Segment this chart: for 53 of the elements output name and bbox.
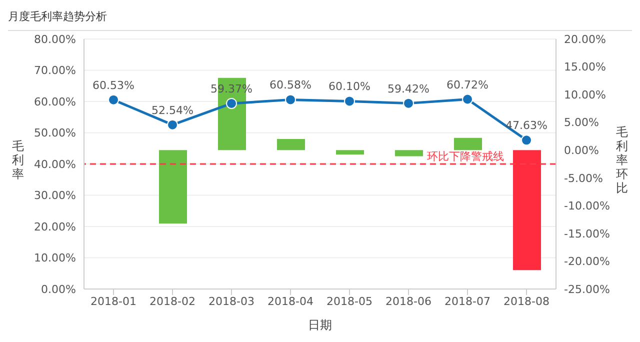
point — [462, 94, 473, 105]
y2-tick-label: -5.00% — [564, 172, 603, 185]
data-label: 60.10% — [328, 80, 370, 94]
y-tick-label: 60.00% — [34, 95, 76, 108]
data-label: 52.54% — [152, 104, 194, 117]
point — [167, 119, 178, 130]
y-tick-label: 10.00% — [34, 252, 76, 265]
bar — [513, 150, 541, 270]
y-tick-label: 30.00% — [34, 189, 76, 202]
y2-tick-label: -20.00% — [564, 255, 610, 268]
bar — [277, 139, 305, 150]
bar — [395, 150, 423, 156]
point — [285, 94, 296, 106]
data-label: 60.72% — [446, 78, 488, 92]
x-axis-title: 日期 — [308, 318, 332, 332]
y2-tick-label: 5.00% — [564, 116, 599, 130]
bar — [454, 138, 482, 150]
ref-line-label: 环比下降警戒线 — [427, 150, 504, 163]
y-tick-label: 0.00% — [41, 282, 76, 296]
y2-tick-label: 0.00% — [564, 144, 599, 158]
y-tick-label: 20.00% — [34, 220, 76, 234]
bar — [336, 150, 364, 155]
y-axis-title: 毛利率 — [12, 139, 24, 181]
x-tick-label: 2018-07 — [444, 294, 490, 308]
y2-tick-label: 15.00% — [564, 60, 606, 74]
y2-axis-title: 毛利率环比 — [616, 125, 628, 195]
y2-tick-label: -15.00% — [564, 227, 610, 240]
point — [226, 98, 237, 109]
data-label: 60.58% — [270, 78, 312, 92]
y-tick-label: 50.00% — [34, 126, 76, 140]
x-tick-label: 2018-05 — [326, 294, 372, 308]
y2-tick-label: -25.00% — [564, 282, 610, 296]
x-tick-label: 2018-02 — [150, 294, 196, 308]
bar — [159, 150, 187, 224]
point — [521, 134, 532, 146]
y-tick-label: 70.00% — [34, 64, 76, 78]
x-tick-label: 2018-03 — [208, 294, 254, 308]
x-tick-label: 2018-06 — [386, 294, 432, 308]
point — [344, 96, 355, 107]
data-label: 59.42% — [388, 82, 430, 96]
y2-tick-label: 10.00% — [564, 88, 606, 102]
y-tick-label: 40.00% — [34, 158, 76, 171]
chart-title: 月度毛利率趋势分析 — [8, 8, 632, 31]
x-tick-label: 2018-01 — [90, 294, 136, 308]
point — [403, 98, 414, 109]
y2-tick-label: 20.00% — [564, 32, 606, 46]
x-tick-label: 2018-08 — [504, 294, 550, 308]
data-label: 60.53% — [92, 78, 134, 92]
y2-tick-label: -10.00% — [564, 200, 610, 213]
data-label: 47.63% — [506, 119, 548, 132]
y-tick-label: 80.00% — [34, 32, 76, 46]
x-tick-label: 2018-04 — [268, 294, 314, 308]
point — [108, 94, 119, 106]
